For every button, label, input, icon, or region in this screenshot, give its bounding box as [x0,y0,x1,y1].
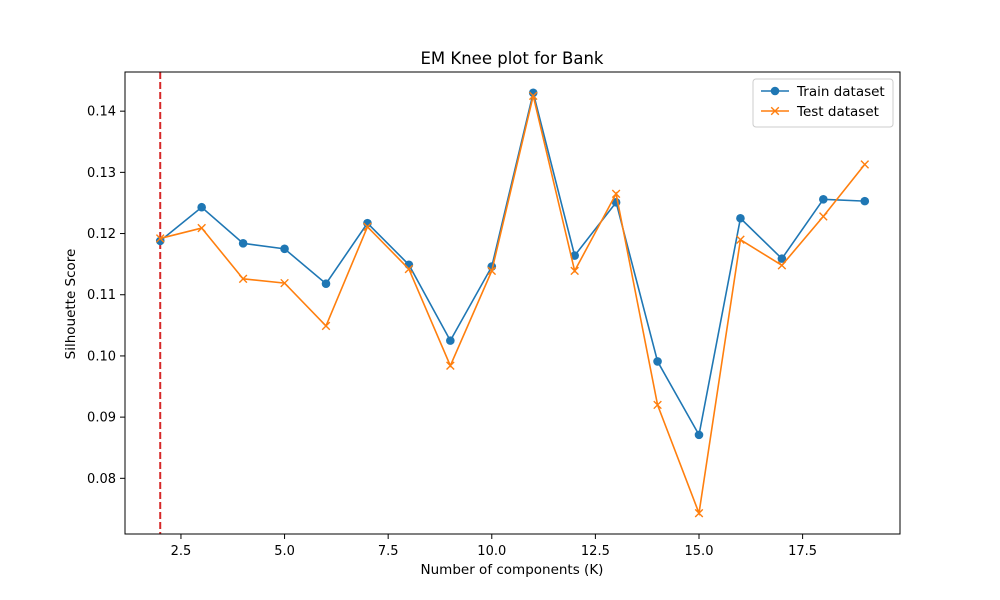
x-tick-label: 2.5 [171,544,192,559]
data-point [404,260,414,270]
legend-item: Train dataset [761,84,885,100]
y-tick-label: 0.12 [87,227,116,242]
data-point [280,244,289,254]
data-point [777,254,787,263]
legend-swatch-marker [770,106,780,116]
x-tick-label: 12.5 [581,544,610,559]
plot-background [125,72,900,534]
series-line [160,95,866,517]
data-point [321,279,331,289]
legend-swatch-marker [770,86,780,96]
data-point [653,357,662,366]
y-axis-label: Silhouette Score [63,249,79,360]
data-point [528,88,538,98]
data-point [446,336,455,345]
x-tick-label: 5.0 [274,544,295,559]
y-tick-label: 0.09 [87,411,116,426]
data-point [487,266,497,276]
data-point [736,235,745,244]
data-point [404,264,414,274]
legend-label: Test dataset [796,104,879,120]
data-point [570,266,579,276]
data-point [653,400,662,410]
x-tick-label: 7.5 [378,544,399,559]
data-point [694,508,704,518]
data-point [528,91,538,101]
y-tick-label: 0.13 [87,166,116,181]
data-point [363,222,372,232]
series-2 [155,91,870,518]
legend-item: Test dataset [761,104,879,120]
data-point [197,202,206,212]
data-point [155,234,165,243]
axes-frame [124,71,901,535]
data-point [860,160,870,169]
data-point [321,321,331,331]
y-tick-label: 0.14 [87,105,116,120]
legend: Train dataset Test dataset [752,78,894,128]
data-point [611,189,621,199]
y-tick-label: 0.11 [87,288,116,303]
data-point [238,239,248,248]
chart-title: EM Knee plot for Bank [421,49,604,68]
series-layer [155,72,870,534]
legend-label: Train dataset [796,84,885,100]
data-point [446,361,455,371]
data-point [238,274,248,284]
x-tick-label: 10.0 [477,544,506,559]
plot-area [125,72,900,534]
series-line [159,92,865,438]
x-tick-label: 17.5 [788,544,817,559]
data-point [155,236,165,246]
axes-layer: 2.5 5.0 7.5 10.0 12.5 15.0 17.5 0.08 0.09 0.10 0.1… [87,71,901,559]
data-point [694,430,704,440]
x-axis-label: Number of components (K) [421,562,604,578]
data-point [736,213,745,223]
y-tick-label: 0.08 [87,472,116,487]
data-point [819,212,828,221]
data-point [280,278,289,288]
data-point [777,261,787,270]
data-point [197,223,206,233]
y-tick-label: 0.10 [87,349,116,364]
x-tick-label: 15.0 [685,544,714,559]
data-point [860,196,870,206]
data-point [819,194,828,204]
data-point [570,251,579,260]
